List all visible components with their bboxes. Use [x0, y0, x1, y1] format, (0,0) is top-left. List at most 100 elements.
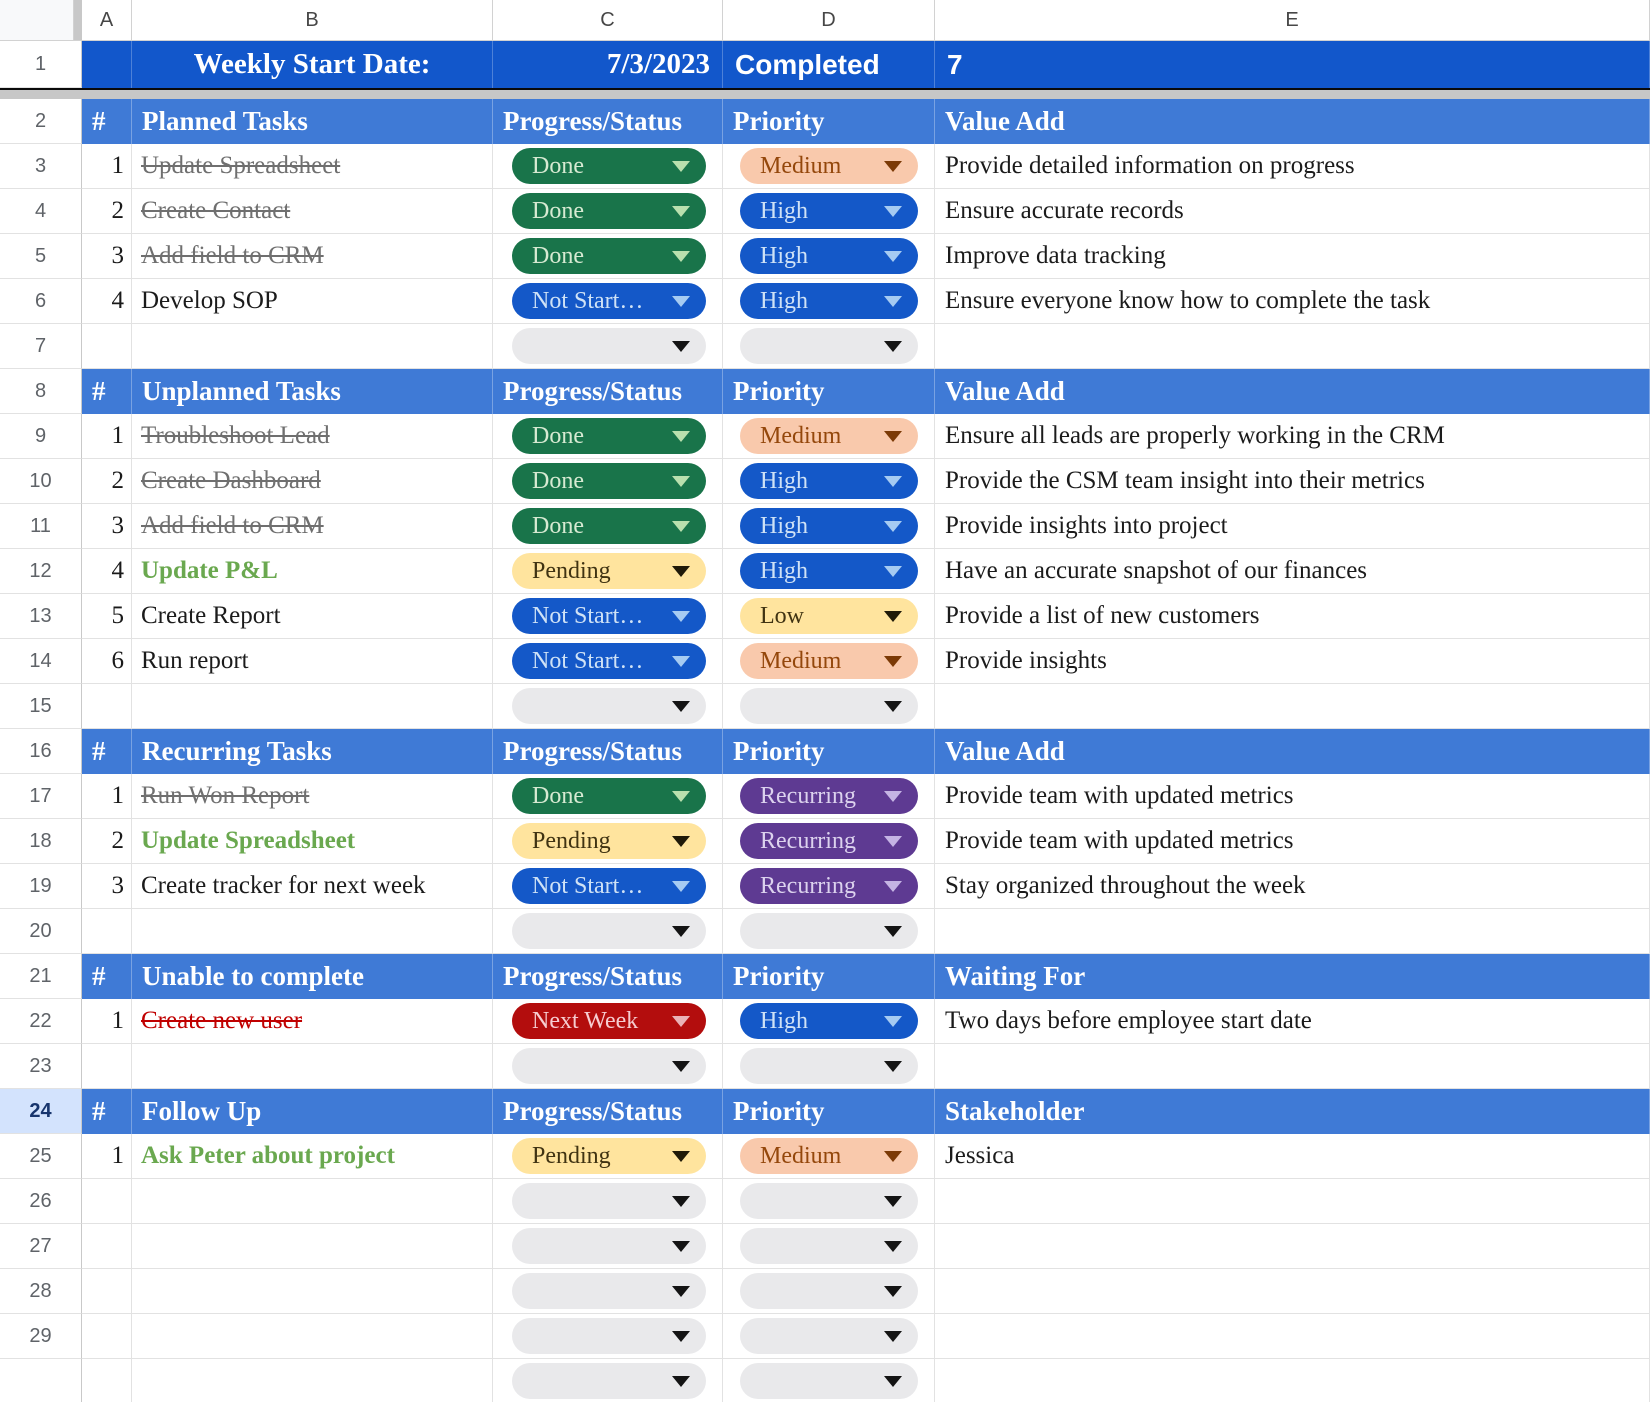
cell-B15[interactable] — [132, 684, 493, 729]
priority-dropdown-20[interactable] — [740, 913, 918, 949]
section-value-header-8[interactable]: Value Add — [935, 369, 1650, 414]
row-header-30[interactable] — [0, 1359, 82, 1402]
completed-count[interactable]: 7 — [935, 41, 1650, 88]
row-header-23[interactable]: 23 — [0, 1044, 82, 1089]
status-dropdown-29[interactable] — [512, 1318, 706, 1354]
value-add-19[interactable]: Stay organized throughout the week — [935, 864, 1650, 909]
row-header-18[interactable]: 18 — [0, 819, 82, 864]
row-header-1[interactable]: 1 — [0, 41, 82, 88]
task-name-17[interactable]: Run Won Report — [132, 774, 493, 819]
task-number-13[interactable]: 5 — [82, 594, 132, 639]
row-header-27[interactable]: 27 — [0, 1224, 82, 1269]
task-name-12[interactable]: Update P&L — [132, 549, 493, 594]
row-header-7[interactable]: 7 — [0, 324, 82, 369]
row-header-24[interactable]: 24 — [0, 1089, 82, 1134]
status-dropdown-13[interactable]: Not Start… — [512, 598, 706, 634]
priority-dropdown-19[interactable]: Recurring — [740, 868, 918, 904]
cell-B28[interactable] — [132, 1269, 493, 1314]
priority-dropdown-26[interactable] — [740, 1183, 918, 1219]
row-header-2[interactable]: 2 — [0, 99, 82, 144]
value-add-17[interactable]: Provide team with updated metrics — [935, 774, 1650, 819]
cell-A20[interactable] — [82, 909, 132, 954]
section-hash-2[interactable]: # — [82, 99, 132, 144]
section-progress-header-24[interactable]: Progress/Status — [493, 1089, 723, 1134]
task-number-14[interactable]: 6 — [82, 639, 132, 684]
row-header-26[interactable]: 26 — [0, 1179, 82, 1224]
row-header-19[interactable]: 19 — [0, 864, 82, 909]
column-header-A[interactable]: A — [82, 0, 132, 40]
row-header-9[interactable]: 9 — [0, 414, 82, 459]
cell-B20[interactable] — [132, 909, 493, 954]
section-progress-header-2[interactable]: Progress/Status — [493, 99, 723, 144]
section-progress-header-21[interactable]: Progress/Status — [493, 954, 723, 999]
status-dropdown-25[interactable]: Pending — [512, 1138, 706, 1174]
section-priority-header-24[interactable]: Priority — [723, 1089, 935, 1134]
section-value-header-24[interactable]: Stakeholder — [935, 1089, 1650, 1134]
column-header-E[interactable]: E — [935, 0, 1650, 40]
task-name-18[interactable]: Update Spreadsheet — [132, 819, 493, 864]
status-dropdown-14[interactable]: Not Start… — [512, 643, 706, 679]
section-hash-24[interactable]: # — [82, 1089, 132, 1134]
row-header-11[interactable]: 11 — [0, 504, 82, 549]
priority-dropdown-4[interactable]: High — [740, 193, 918, 229]
row-header-17[interactable]: 17 — [0, 774, 82, 819]
priority-dropdown-12[interactable]: High — [740, 553, 918, 589]
cell-E27[interactable] — [935, 1224, 1650, 1269]
row-header-28[interactable]: 28 — [0, 1269, 82, 1314]
priority-dropdown-5[interactable]: High — [740, 238, 918, 274]
status-dropdown-20[interactable] — [512, 913, 706, 949]
task-name-22[interactable]: Create new user — [132, 999, 493, 1044]
priority-dropdown-7[interactable] — [740, 328, 918, 364]
row-header-16[interactable]: 16 — [0, 729, 82, 774]
status-dropdown-27[interactable] — [512, 1228, 706, 1264]
task-number-4[interactable]: 2 — [82, 189, 132, 234]
task-name-5[interactable]: Add field to CRM — [132, 234, 493, 279]
row-header-4[interactable]: 4 — [0, 189, 82, 234]
cell-B23[interactable] — [132, 1044, 493, 1089]
priority-dropdown-18[interactable]: Recurring — [740, 823, 918, 859]
section-hash-16[interactable]: # — [82, 729, 132, 774]
priority-dropdown-11[interactable]: High — [740, 508, 918, 544]
section-title-24[interactable]: Follow Up — [132, 1089, 493, 1134]
task-name-19[interactable]: Create tracker for next week — [132, 864, 493, 909]
task-number-18[interactable]: 2 — [82, 819, 132, 864]
priority-dropdown-28[interactable] — [740, 1273, 918, 1309]
section-title-16[interactable]: Recurring Tasks — [132, 729, 493, 774]
status-dropdown-11[interactable]: Done — [512, 508, 706, 544]
priority-dropdown-25[interactable]: Medium — [740, 1138, 918, 1174]
priority-dropdown-6[interactable]: High — [740, 283, 918, 319]
status-dropdown-10[interactable]: Done — [512, 463, 706, 499]
cell-B27[interactable] — [132, 1224, 493, 1269]
section-priority-header-8[interactable]: Priority — [723, 369, 935, 414]
status-dropdown-12[interactable]: Pending — [512, 553, 706, 589]
section-value-header-21[interactable]: Waiting For — [935, 954, 1650, 999]
task-number-12[interactable]: 4 — [82, 549, 132, 594]
value-add-4[interactable]: Ensure accurate records — [935, 189, 1650, 234]
column-header-C[interactable]: C — [493, 0, 723, 40]
cell-B7[interactable] — [132, 324, 493, 369]
section-priority-header-21[interactable]: Priority — [723, 954, 935, 999]
value-add-22[interactable]: Two days before employee start date — [935, 999, 1650, 1044]
value-add-18[interactable]: Provide team with updated metrics — [935, 819, 1650, 864]
row-header-10[interactable]: 10 — [0, 459, 82, 504]
cell-A23[interactable] — [82, 1044, 132, 1089]
weekly-start-date-value[interactable]: 7/3/2023 — [493, 41, 723, 88]
row-header-29[interactable]: 29 — [0, 1314, 82, 1359]
task-number-25[interactable]: 1 — [82, 1134, 132, 1179]
value-add-6[interactable]: Ensure everyone know how to complete the… — [935, 279, 1650, 324]
section-title-2[interactable]: Planned Tasks — [132, 99, 493, 144]
value-add-11[interactable]: Provide insights into project — [935, 504, 1650, 549]
cell-E15[interactable] — [935, 684, 1650, 729]
cell-E29[interactable] — [935, 1314, 1650, 1359]
task-name-4[interactable]: Create Contact — [132, 189, 493, 234]
priority-dropdown-13[interactable]: Low — [740, 598, 918, 634]
cell-E28[interactable] — [935, 1269, 1650, 1314]
task-name-11[interactable]: Add field to CRM — [132, 504, 493, 549]
task-name-10[interactable]: Create Dashboard — [132, 459, 493, 504]
cell-A28[interactable] — [82, 1269, 132, 1314]
cell-E26[interactable] — [935, 1179, 1650, 1224]
status-dropdown-3[interactable]: Done — [512, 148, 706, 184]
priority-dropdown-17[interactable]: Recurring — [740, 778, 918, 814]
priority-dropdown-23[interactable] — [740, 1048, 918, 1084]
task-number-19[interactable]: 3 — [82, 864, 132, 909]
